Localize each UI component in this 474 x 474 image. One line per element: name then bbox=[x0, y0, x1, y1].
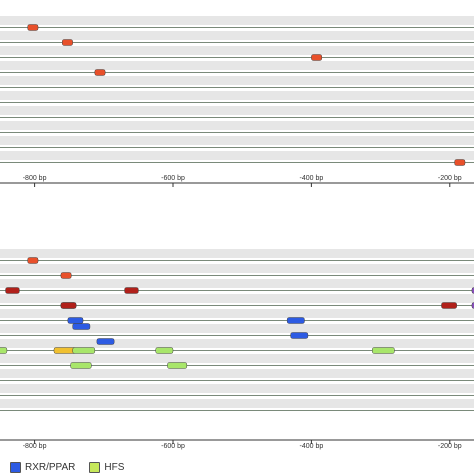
track-band bbox=[0, 294, 474, 303]
track-band bbox=[0, 264, 474, 273]
track-band bbox=[0, 399, 474, 408]
binding-site-hfs bbox=[167, 362, 188, 369]
binding-site-red bbox=[454, 159, 466, 166]
axis-tick-label: -600 bp bbox=[161, 175, 185, 182]
track-band bbox=[0, 249, 474, 258]
binding-site-red bbox=[94, 69, 106, 76]
axis-tick-label: -400 bp bbox=[300, 443, 324, 450]
axis-tick-label: -200 bp bbox=[438, 175, 462, 182]
track-band bbox=[0, 91, 474, 100]
binding-site-red bbox=[62, 39, 73, 46]
track-band bbox=[0, 136, 474, 145]
binding-site-darkred bbox=[5, 287, 20, 294]
binding-site-rxr bbox=[290, 332, 309, 339]
track-band bbox=[0, 16, 474, 25]
binding-site-darkred bbox=[441, 302, 457, 309]
binding-site-hfs bbox=[70, 362, 92, 369]
binding-site-darkred bbox=[60, 302, 77, 309]
binding-site-rxr bbox=[96, 338, 115, 345]
track-band bbox=[0, 339, 474, 348]
binding-site-rxr bbox=[72, 323, 91, 330]
legend-label-hfs: HFS bbox=[104, 461, 125, 473]
track-band bbox=[0, 151, 474, 160]
binding-site-rxr bbox=[286, 317, 305, 324]
track-band bbox=[0, 309, 474, 318]
binding-site-darkred bbox=[124, 287, 139, 294]
binding-site-hfs bbox=[372, 347, 395, 354]
track-band bbox=[0, 106, 474, 115]
legend-item-hfs: HFS bbox=[89, 461, 125, 473]
track-band bbox=[0, 46, 474, 55]
binding-site-red bbox=[311, 54, 323, 61]
binding-site-hfs bbox=[72, 347, 96, 354]
binding-site-red bbox=[27, 257, 39, 264]
binding-site-red bbox=[60, 272, 72, 279]
axis-tick-label: -800 bp bbox=[23, 175, 47, 182]
binding-site-purple bbox=[471, 287, 474, 294]
track-band bbox=[0, 31, 474, 40]
axis-tick-label: -600 bp bbox=[161, 443, 185, 450]
binding-site-rxr bbox=[67, 317, 84, 324]
axis-tick-label: -400 bp bbox=[300, 175, 324, 182]
track-band bbox=[0, 384, 474, 393]
binding-site-red bbox=[27, 24, 39, 31]
track-band bbox=[0, 61, 474, 70]
panel-1: -800 bp -600 bp -400 bp -200 bp bbox=[0, 16, 474, 187]
track-band bbox=[0, 324, 474, 333]
legend-label-rxr-ppar: RXR/PPAR bbox=[25, 461, 76, 473]
rxr-ppar-swatch bbox=[10, 461, 21, 473]
track-band bbox=[0, 354, 474, 363]
hfs-swatch bbox=[89, 461, 101, 473]
legend: RXR/PPAR HFS bbox=[10, 460, 124, 474]
track-band bbox=[0, 279, 474, 288]
binding-site-hfs bbox=[155, 347, 174, 354]
track-band bbox=[0, 369, 474, 378]
track-band bbox=[0, 76, 474, 85]
axis-tick-label: -800 bp bbox=[23, 443, 47, 450]
legend-item-rxr-ppar: RXR/PPAR bbox=[10, 461, 76, 473]
axis-tick-label: -200 bp bbox=[438, 443, 462, 450]
panel-2: -800 bp -600 bp -400 bp -200 bp bbox=[0, 249, 474, 450]
track-band bbox=[0, 121, 474, 130]
binding-site-purple bbox=[471, 302, 474, 309]
binding-site-hfs bbox=[0, 347, 8, 354]
